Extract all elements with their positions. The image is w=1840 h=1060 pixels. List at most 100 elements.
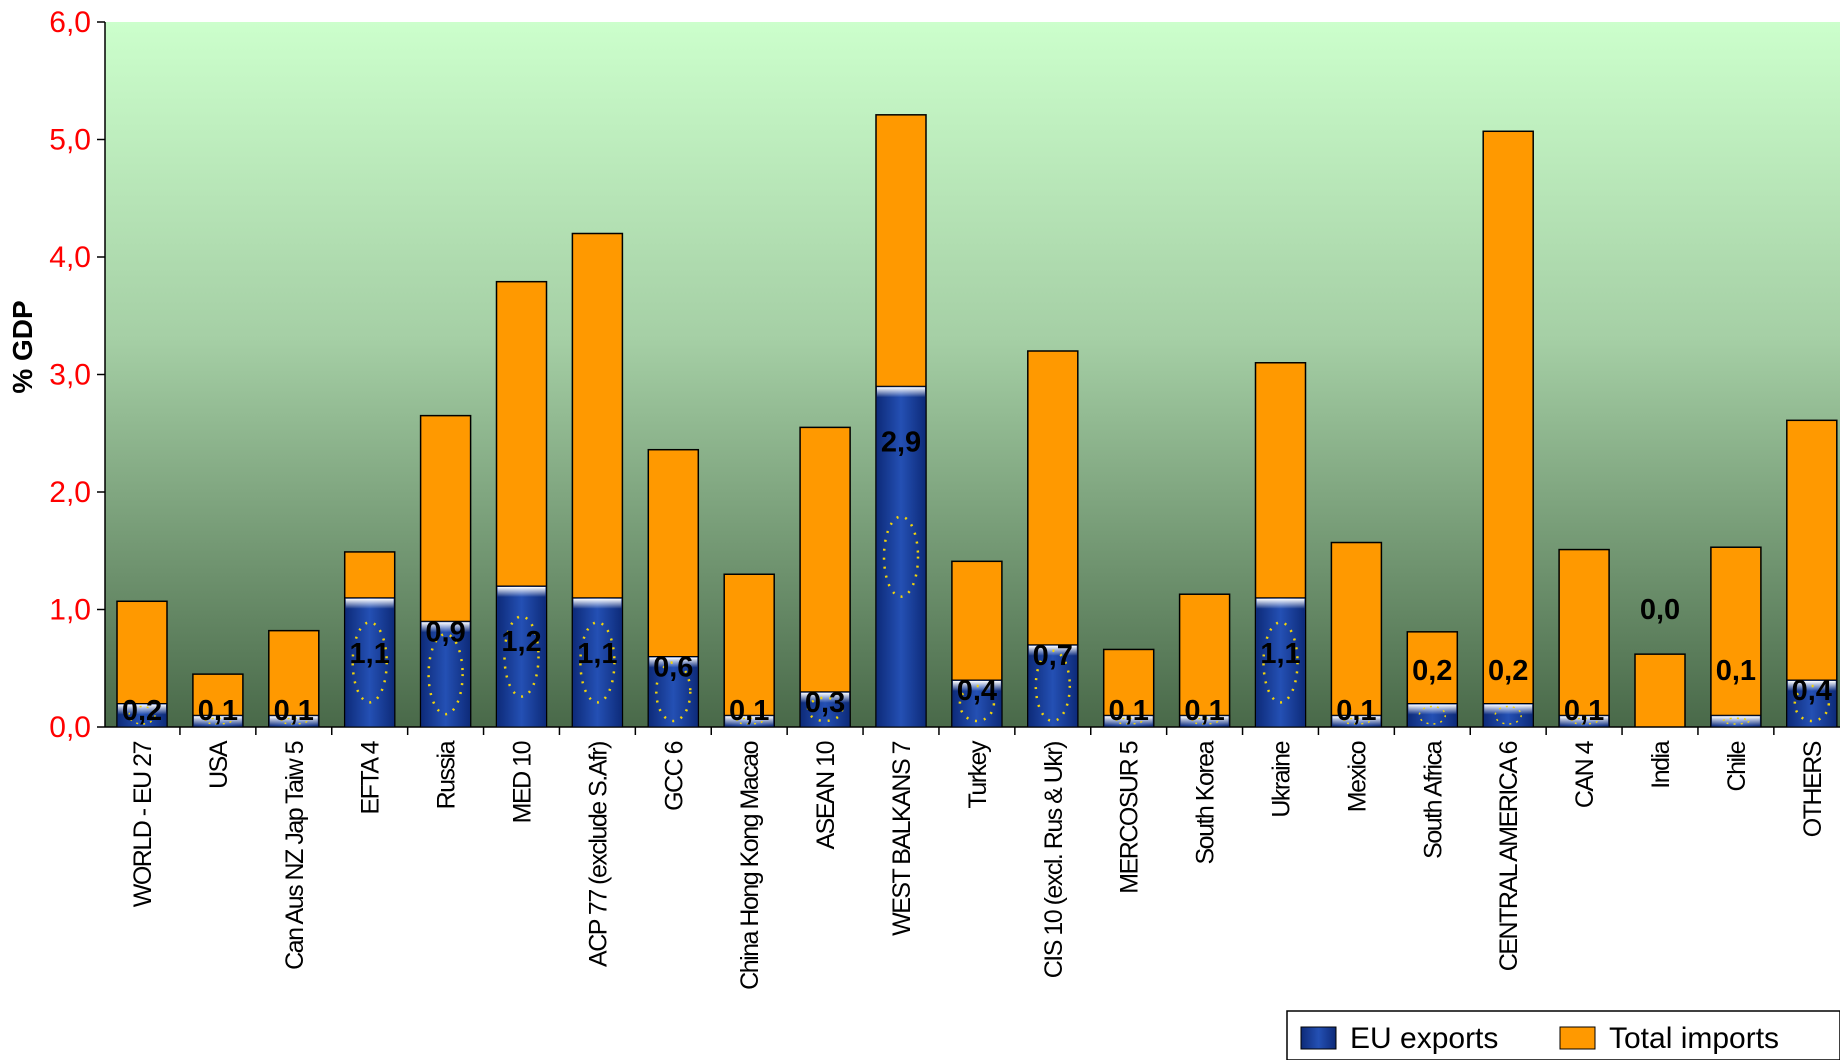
- x-tick-label: Mexico: [1343, 741, 1371, 812]
- x-tick-label: South Africa: [1419, 740, 1447, 858]
- bar-eu-exports: [875, 385, 927, 727]
- data-label-eu-exports: 0,3: [805, 687, 845, 719]
- x-tick-label: USA: [205, 740, 233, 789]
- bar-eu-exports-highlight: [801, 692, 850, 703]
- bar-eu-exports-highlight: [649, 657, 698, 668]
- data-label-eu-exports: 0,9: [425, 616, 465, 648]
- x-tick-label: GCC 6: [660, 741, 688, 811]
- eu-star-ring: [882, 515, 920, 598]
- bar-eu-exports-highlight: [421, 622, 470, 633]
- bar-eu-exports-highlight: [1332, 716, 1381, 727]
- x-tick-label: WEST BALKANS 7: [888, 741, 916, 935]
- data-label-eu-exports: 1,1: [1260, 638, 1300, 670]
- bar-eu-exports-highlight: [1484, 704, 1533, 715]
- data-label-eu-exports: 0,7: [1033, 640, 1073, 672]
- x-tick-label: Ukraine: [1268, 741, 1296, 817]
- eu-star-ring: [1262, 621, 1299, 704]
- y-tick-label: 1,0: [49, 594, 91, 627]
- x-tick-label: Can Aus NZ Jap Taiw 5: [281, 741, 309, 969]
- data-label-eu-exports: 2,9: [881, 426, 921, 458]
- eu-star-ring: [204, 717, 232, 725]
- bar-eu-exports-highlight: [573, 598, 622, 609]
- bar-eu-exports-highlight: [952, 681, 1001, 691]
- data-label-eu-exports: 0,0: [1640, 594, 1680, 626]
- bar-eu-exports-highlight: [877, 387, 925, 398]
- data-label-eu-exports: 1,1: [577, 638, 617, 670]
- data-label-eu-exports: 0,2: [1412, 655, 1452, 687]
- legend-swatch-eu-exports: [1300, 1026, 1337, 1050]
- y-axis-label: % GDP: [7, 300, 38, 393]
- legend: EU exports Total imports: [1286, 1010, 1840, 1060]
- data-label-eu-exports: 0,1: [198, 695, 238, 727]
- data-label-eu-exports: 0,1: [1336, 695, 1376, 727]
- x-tick-label: ASEAN 10: [812, 741, 840, 849]
- bar-eu-exports: [1027, 644, 1079, 727]
- data-label-eu-exports: 0,1: [274, 695, 314, 727]
- bar-eu-exports-highlight: [269, 716, 318, 727]
- bar-eu-exports-highlight: [1711, 716, 1760, 727]
- eu-star-ring: [806, 696, 844, 723]
- data-label-eu-exports: 0,1: [1716, 655, 1756, 687]
- data-label-eu-exports: 0,4: [1792, 675, 1832, 707]
- bar-eu-exports-highlight: [1104, 716, 1153, 727]
- data-label-eu-exports: 0,1: [1564, 695, 1604, 727]
- y-tick-label: 6,0: [49, 6, 91, 39]
- bar-total-imports: [1330, 541, 1383, 727]
- legend-label-eu-exports: EU exports: [1350, 1022, 1498, 1055]
- data-label-eu-exports: 1,2: [501, 626, 541, 658]
- x-tick-label: EFTA 4: [357, 740, 385, 814]
- data-label-eu-exports: 0,2: [1488, 655, 1528, 687]
- y-tick-label: 0,0: [49, 711, 91, 744]
- eu-star-ring: [655, 661, 692, 723]
- data-label-eu-exports: 0,2: [122, 695, 162, 727]
- bar-total-imports: [1558, 548, 1610, 727]
- eu-star-ring: [1793, 684, 1831, 723]
- data-label-eu-exports: 0,1: [1184, 695, 1224, 727]
- bar-eu-exports-highlight: [1408, 704, 1457, 715]
- data-label-eu-exports: 1,1: [350, 638, 390, 670]
- eu-star-ring: [128, 705, 156, 725]
- bar-total-imports: [1102, 648, 1155, 727]
- eu-star-ring: [1342, 717, 1371, 725]
- eu-star-ring: [280, 717, 308, 725]
- data-label-eu-exports: 0,4: [957, 675, 997, 707]
- eu-star-ring: [427, 632, 464, 716]
- eu-star-ring: [503, 615, 540, 698]
- x-tick-label: CENTRAL AMERICA 6: [1495, 741, 1523, 971]
- legend-label-total-imports: Total imports: [1609, 1022, 1779, 1055]
- eu-star-ring: [1114, 717, 1143, 725]
- bar-total-imports: [1634, 653, 1686, 727]
- eu-star-ring: [1494, 705, 1522, 725]
- eu-star-ring: [1034, 649, 1072, 723]
- eu-star-ring: [1722, 717, 1750, 725]
- data-label-eu-exports: 0,1: [1109, 695, 1149, 727]
- x-tick-label: India: [1647, 740, 1675, 788]
- bar-total-imports: [1178, 593, 1231, 727]
- bar-eu-exports-highlight: [725, 716, 774, 727]
- y-tick-label: 2,0: [49, 476, 91, 509]
- x-tick-label: MERCOSUR 5: [1116, 741, 1144, 893]
- x-tick-label: Turkey: [964, 740, 992, 808]
- x-tick-label: MED 10: [509, 741, 537, 823]
- eu-star-ring: [735, 717, 763, 725]
- bar-total-imports: [723, 573, 775, 727]
- bar-eu-exports-highlight: [193, 716, 242, 727]
- x-tick-label: Russia: [433, 740, 461, 809]
- bar-eu-exports-highlight: [118, 704, 166, 715]
- bar-total-imports: [268, 629, 320, 727]
- x-tick-label: South Korea: [1192, 740, 1220, 864]
- bar-eu-exports-highlight: [345, 598, 394, 609]
- x-tick-label: OTHERS: [1799, 741, 1827, 837]
- eu-star-ring: [1190, 717, 1219, 725]
- bar-eu-exports-highlight: [1787, 681, 1836, 691]
- y-tick-label: 4,0: [49, 241, 91, 274]
- eu-star-ring: [1570, 717, 1598, 725]
- data-label-eu-exports: 0,1: [729, 695, 769, 727]
- x-tick-label: WORLD - EU 27: [129, 741, 157, 907]
- eu-star-ring: [1418, 705, 1447, 725]
- bar-total-imports: [1710, 546, 1762, 727]
- data-label-eu-exports: 0,6: [653, 652, 693, 684]
- bar-eu-exports-highlight: [1560, 716, 1609, 727]
- bar-total-imports: [799, 426, 851, 727]
